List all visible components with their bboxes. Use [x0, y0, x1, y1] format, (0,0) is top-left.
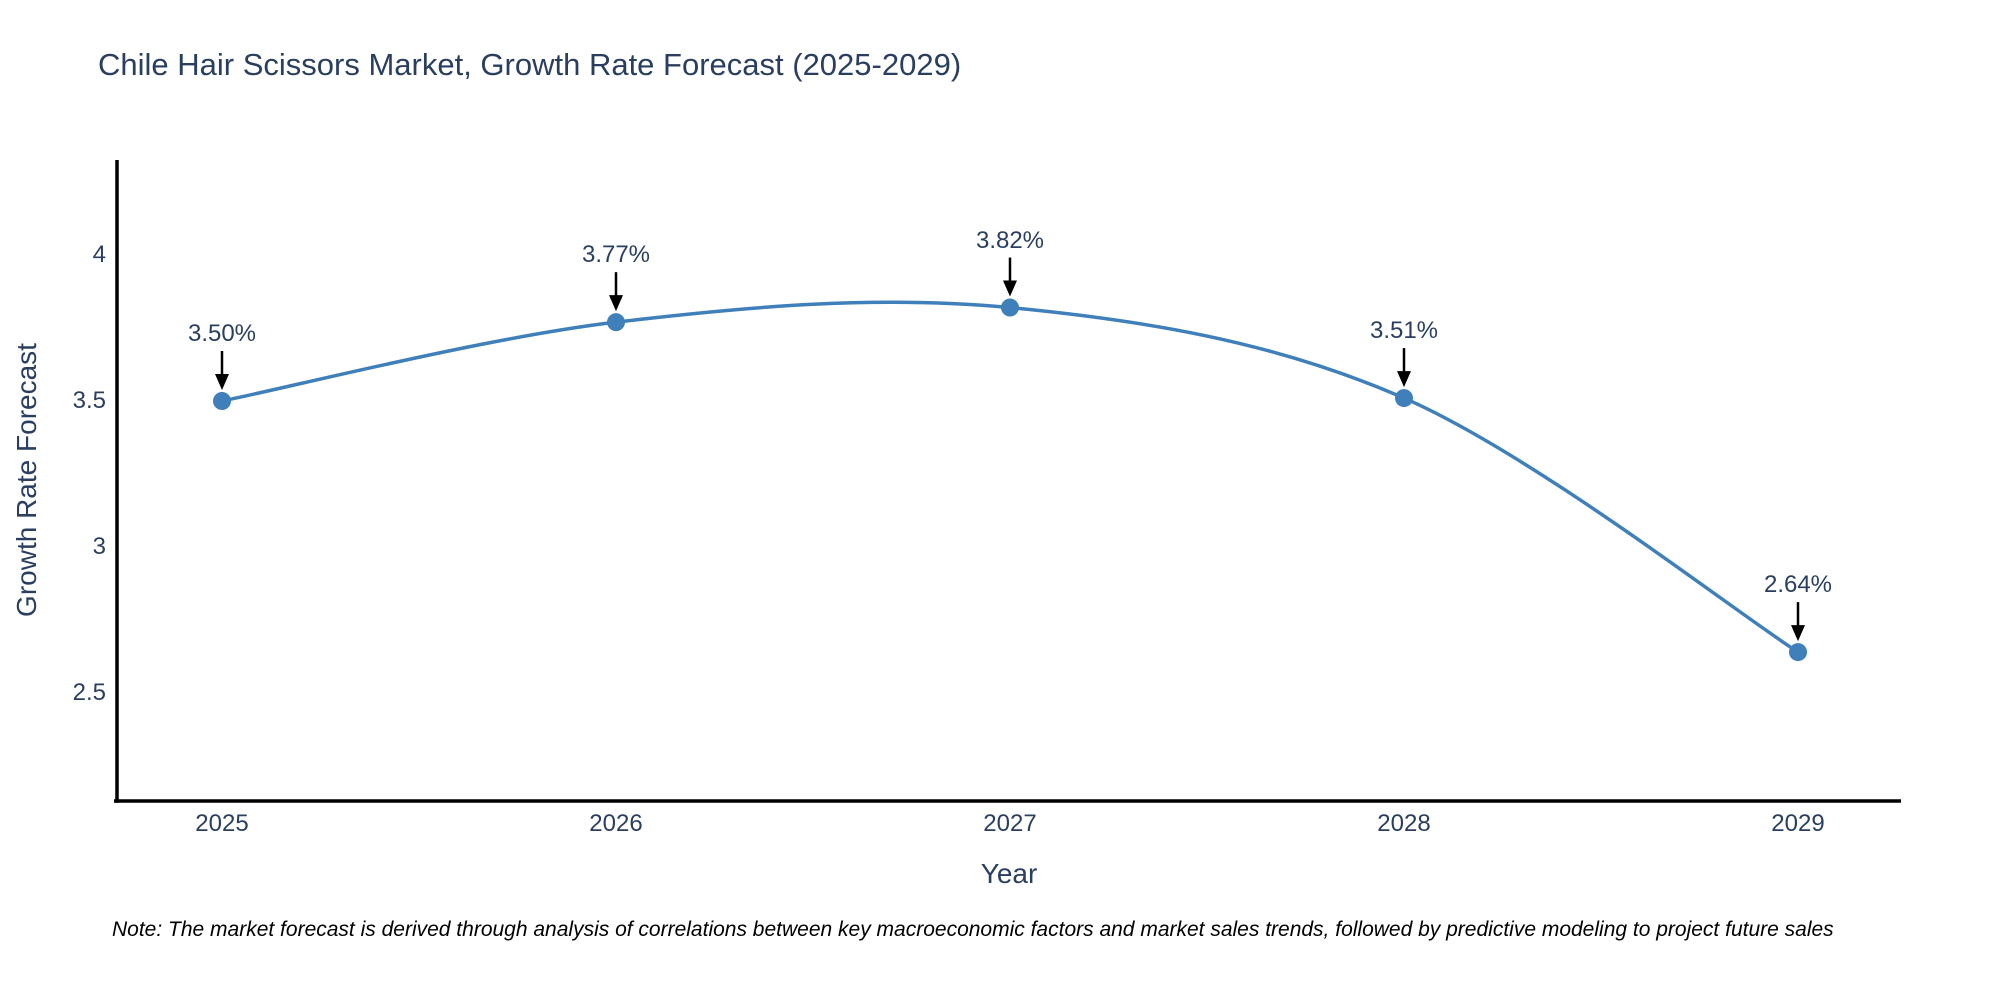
footnote: Note: The market forecast is derived thr… [112, 918, 1834, 941]
x-tick-label: 2026 [589, 810, 643, 837]
annotation-arrow-head [215, 374, 229, 390]
annotation-arrow-head [1791, 625, 1805, 642]
chart-title: Chile Hair Scissors Market, Growth Rate … [98, 47, 962, 82]
data-point-marker[interactable] [1789, 643, 1807, 662]
annotation-arrow-head [1397, 371, 1411, 388]
annotation-arrow-head [1003, 280, 1017, 297]
data-point-label: 2.64% [1763, 571, 1833, 599]
x-axis-title: Year [980, 858, 1038, 889]
data-point-marker[interactable] [607, 313, 625, 332]
x-tick-label: 2029 [1771, 810, 1825, 837]
x-tick-label: 2027 [983, 810, 1037, 837]
data-point-label: 3.51% [1369, 317, 1439, 345]
data-point-marker[interactable] [1395, 389, 1413, 408]
y-tick-label: 3.5 [72, 387, 106, 414]
x-tick-label: 2025 [195, 810, 249, 837]
x-tick-label: 2028 [1377, 810, 1431, 837]
data-point-label: 3.50% [187, 320, 257, 347]
y-tick-label: 2.5 [72, 679, 106, 706]
data-point-marker[interactable] [1001, 298, 1019, 317]
data-point-label: 3.77% [581, 241, 651, 269]
annotation-arrow-head [609, 295, 623, 312]
data-point-marker[interactable] [213, 392, 231, 410]
y-tick-label: 4 [92, 241, 106, 268]
series-line [221, 300, 1799, 654]
data-point-label: 3.82% [975, 226, 1045, 254]
y-tick-label: 3 [92, 533, 106, 560]
